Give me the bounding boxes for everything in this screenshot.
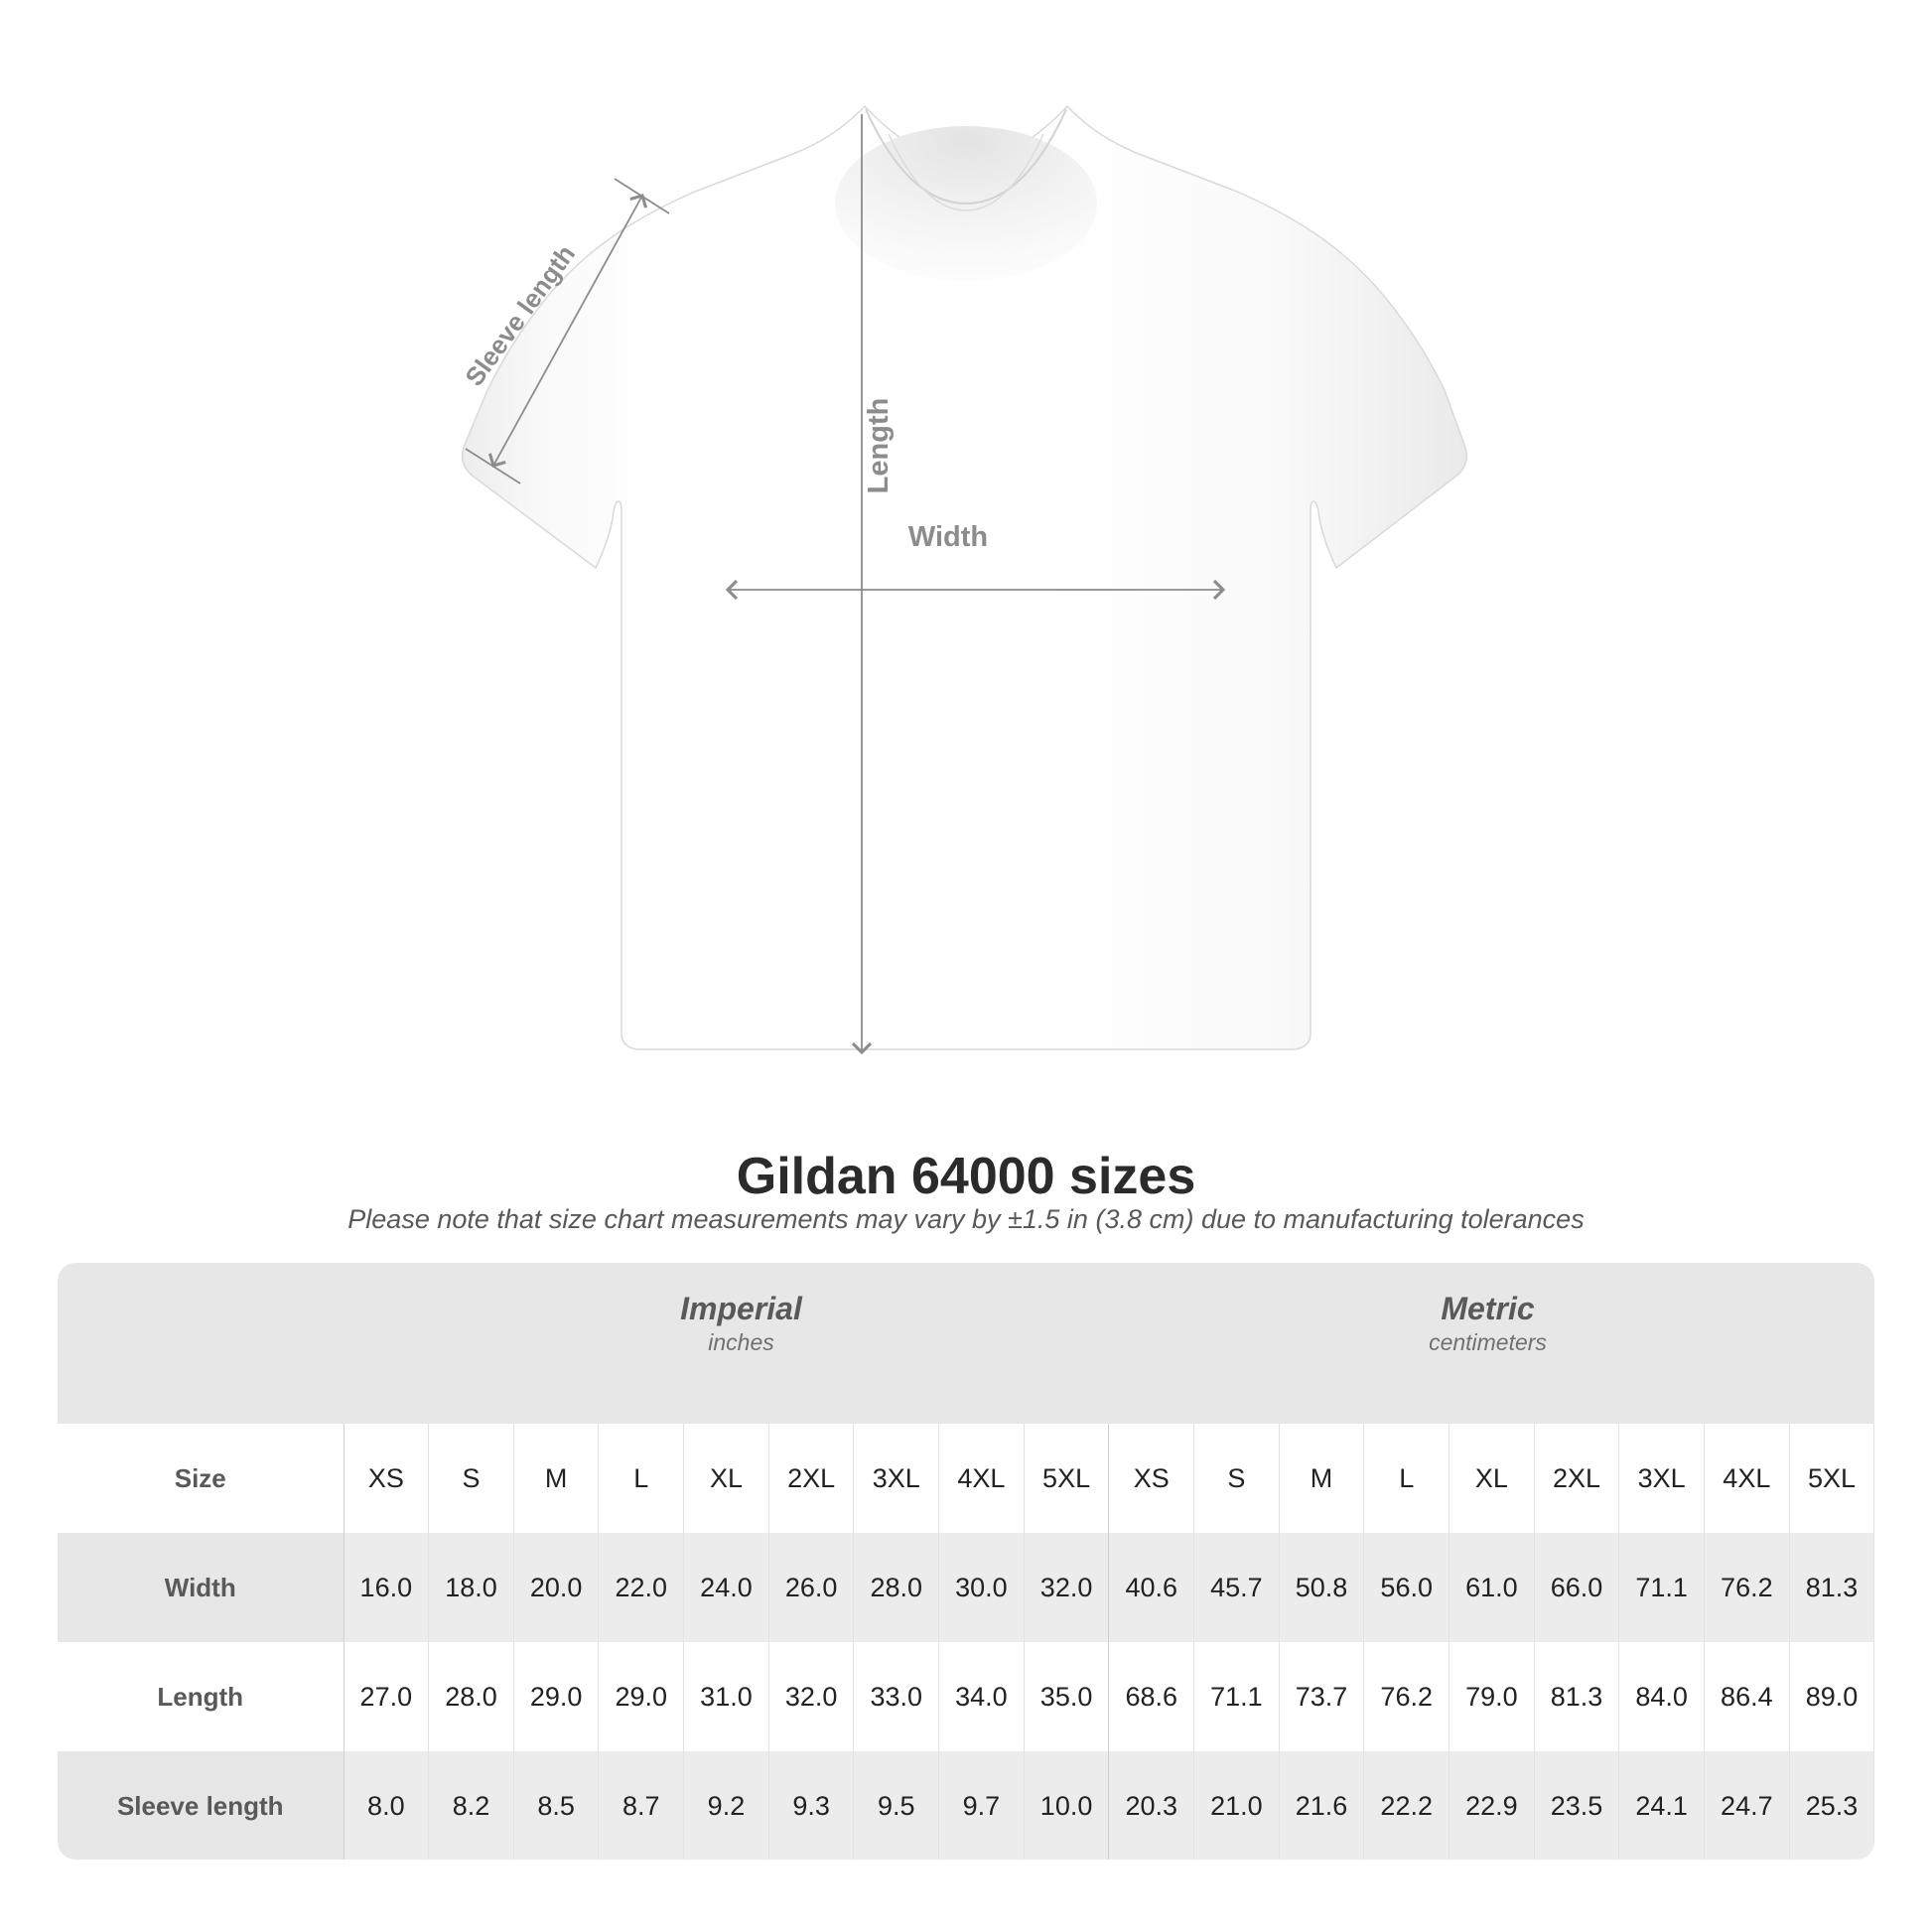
svg-text:Width: Width: [908, 521, 988, 553]
svg-text:Length: Length: [863, 398, 895, 494]
